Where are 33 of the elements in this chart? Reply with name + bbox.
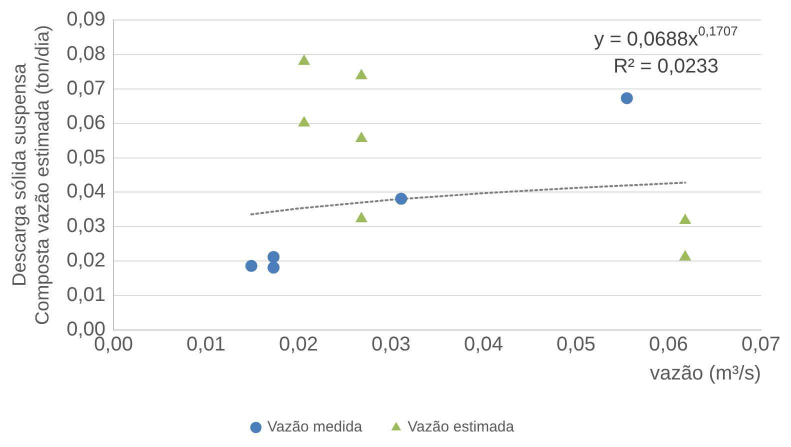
- x-tick-label: 0,01: [186, 334, 226, 356]
- x-axis-title: vazão (m³/s): [650, 362, 761, 385]
- point: [245, 260, 258, 272]
- y-axis-title: Descarga sólida suspensa Composta vazão estimada (ton/dia): [10, 25, 54, 325]
- point: [355, 68, 368, 80]
- legend-label: Vazão estimada: [408, 418, 515, 436]
- point: [355, 212, 368, 222]
- y-tick-label: 0,04: [66, 180, 106, 203]
- y-tick-label: 0,01: [66, 284, 106, 306]
- annotation: R² = 0,0233: [613, 56, 719, 78]
- point: [268, 262, 280, 274]
- x-tick-label: 0,03: [372, 334, 410, 356]
- point: [679, 250, 692, 260]
- y-tick-label: 0,03: [66, 215, 106, 238]
- y-tick-label: 0,05: [66, 146, 106, 168]
- x-tick-label: 0,02: [279, 334, 318, 356]
- y-tick-label: 0,02: [66, 250, 106, 272]
- y-tick-label: 0,07: [66, 77, 106, 100]
- y-tick-label: 0,08: [66, 42, 106, 65]
- x-tick-label: 0,04: [464, 334, 503, 356]
- x-tick-label: 0,06: [649, 334, 688, 356]
- point: [268, 250, 280, 263]
- point: [679, 213, 692, 224]
- point: [298, 54, 310, 65]
- point: [355, 131, 368, 142]
- y-tick-label: 0,09: [66, 8, 106, 31]
- x-tick-label: 0,05: [556, 334, 596, 356]
- point: [395, 192, 408, 205]
- y-tick-label: 0,06: [66, 112, 106, 134]
- line-series: [250, 182, 686, 216]
- x-tick-label: 0,07: [742, 334, 780, 356]
- legend-label: Vazão medida: [267, 418, 363, 436]
- point: [298, 116, 310, 126]
